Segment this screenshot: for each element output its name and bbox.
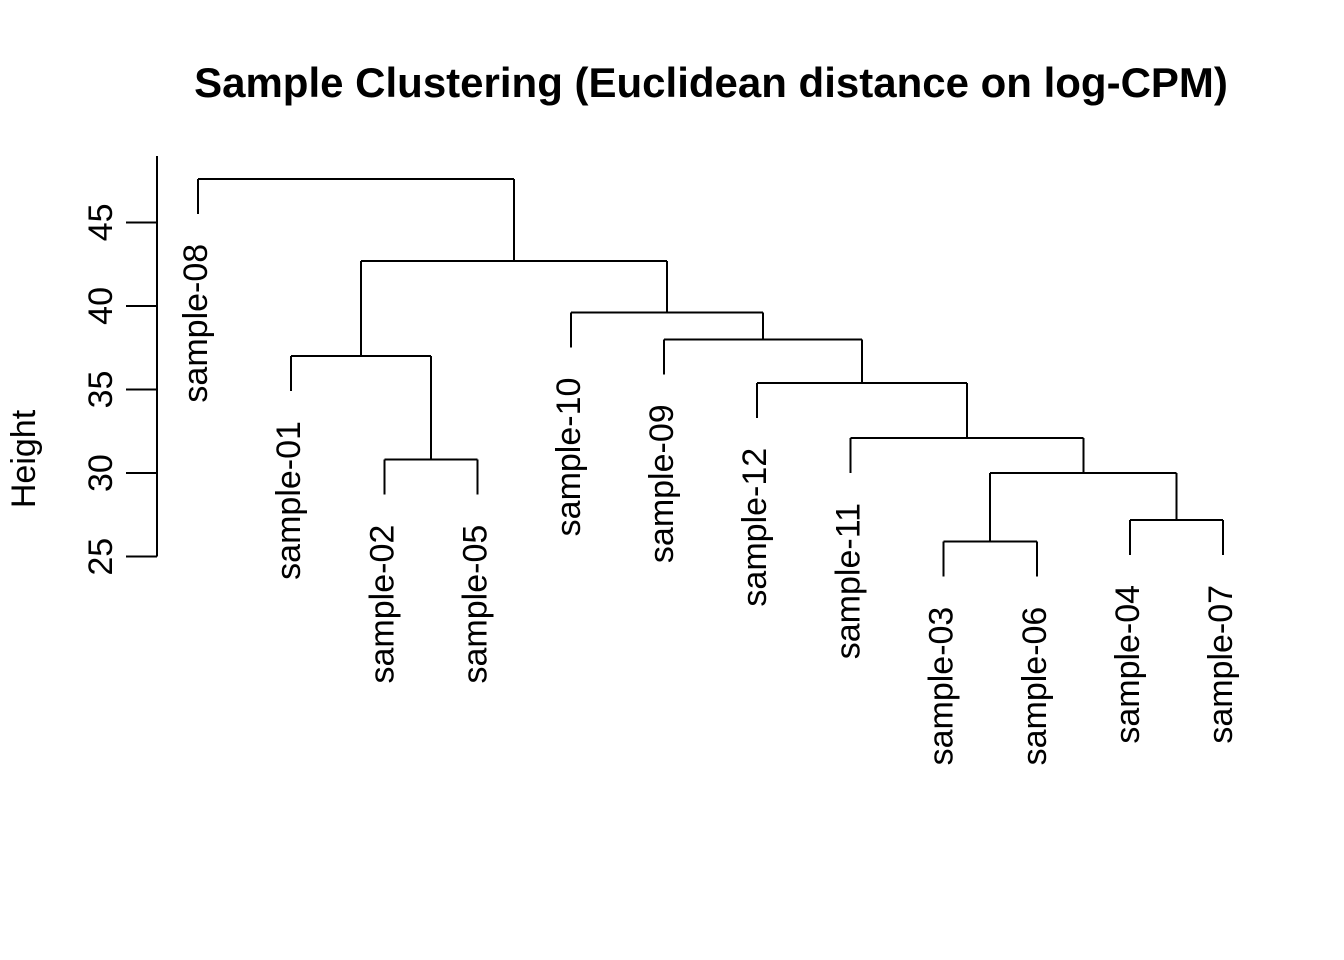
y-axis: 25 30 35 40 45 [82, 156, 158, 576]
y-axis-tick-label: 30 [82, 454, 120, 492]
leaf-label-sample-10: sample-10 [550, 378, 588, 537]
leaf-label-sample-03: sample-03 [923, 607, 961, 766]
leaf-label-sample-05: sample-05 [457, 525, 495, 684]
y-axis-tick-label: 45 [82, 203, 120, 241]
leaf-label-sample-02: sample-02 [363, 525, 401, 684]
leaf-label-sample-01: sample-01 [270, 421, 308, 580]
y-axis-tick-label: 25 [82, 538, 120, 576]
y-axis-title: Height [5, 409, 43, 508]
chart-title: Sample Clustering (Euclidean distance on… [194, 59, 1228, 106]
leaf-label-sample-08: sample-08 [177, 244, 215, 403]
y-axis-tick-label: 40 [82, 287, 120, 325]
dendrogram-tree: sample-08 sample-01 sample-02 sample-05 samp… [177, 177, 1240, 766]
leaf-label-sample-12: sample-12 [736, 448, 774, 607]
y-axis-tick-label: 35 [82, 371, 120, 409]
leaf-label-sample-06: sample-06 [1016, 607, 1054, 766]
leaf-label-sample-09: sample-09 [643, 404, 681, 563]
leaf-label-sample-07: sample-07 [1202, 585, 1240, 744]
leaf-label-sample-11: sample-11 [829, 503, 867, 659]
leaf-label-sample-04: sample-04 [1109, 585, 1147, 744]
